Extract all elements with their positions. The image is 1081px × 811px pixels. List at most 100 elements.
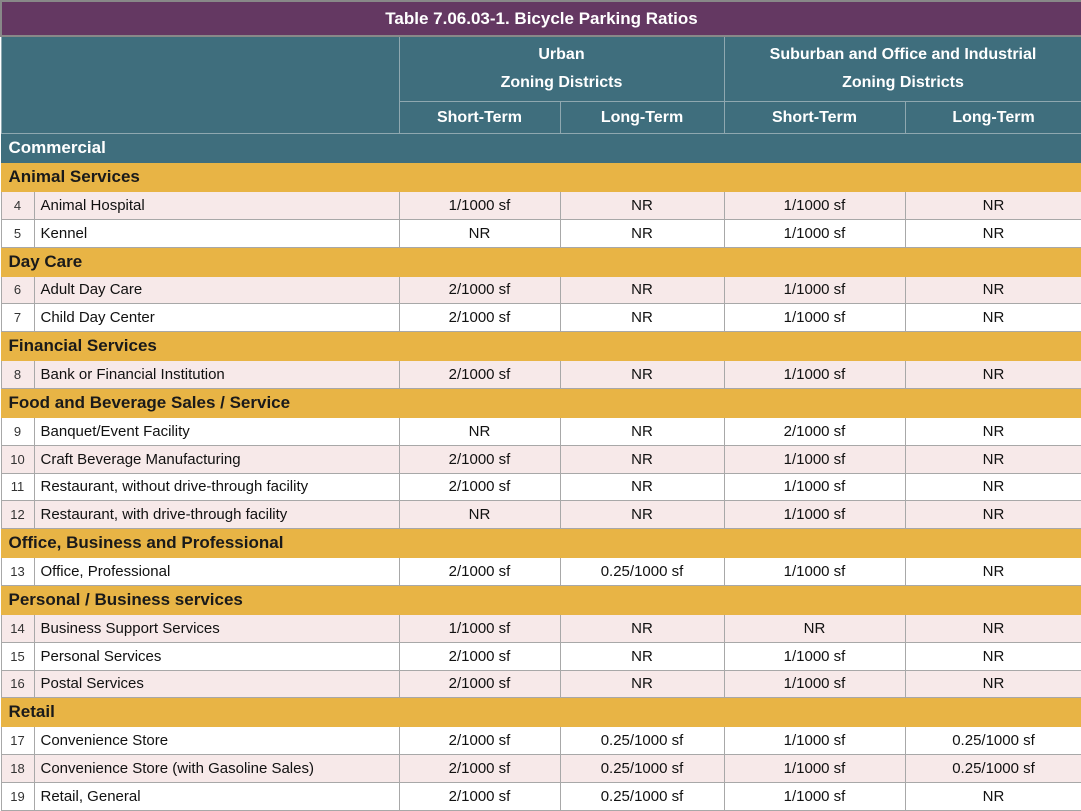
row-number: 11 [0,472,35,502]
ratio-cell: NR [904,303,1081,333]
category-header: Retail [0,697,1081,728]
table-title: Table 7.06.03-1. Bicycle Parking Ratios [0,0,1081,37]
use-name: Kennel [33,218,400,248]
group-header-urban: Urban Zoning Districts [398,35,725,102]
ratio-cell: 1/1000 sf [723,754,906,783]
table-row: 7 Child Day Center 2/1000 sf NR 1/1000 sf NR [0,303,1081,333]
table-row: 13 Office, Professional 2/1000 sf 0.25/100… [0,557,1081,586]
subheader-short-term: Short-Term [723,101,906,134]
use-name: Personal Services [33,641,400,671]
table-row: 18 Convenience Store (with Gasoline Sale… [0,754,1081,783]
table-row: 6 Adult Day Care 2/1000 sf NR 1/1000 sf NR [0,275,1081,305]
row-number: 18 [0,754,35,783]
ratio-cell: NR [559,416,725,446]
table-row: 17 Convenience Store 2/1000 sf 0.25/1000 s… [0,726,1081,756]
ratio-cell: NR [398,218,561,248]
ratio-cell: 1/1000 sf [723,275,906,305]
table-row: 19 Retail, General 2/1000 sf 0.25/1000 sf 1… [0,781,1081,811]
ratio-cell: NR [559,669,725,699]
ratio-cell: NR [559,444,725,474]
ratio-cell: NR [904,613,1081,643]
ratio-cell: 1/1000 sf [723,444,906,474]
category-header: Financial Services [0,331,1081,362]
ratio-cell: NR [904,191,1081,220]
ratio-cell: NR [904,275,1081,305]
ratio-cell: 1/1000 sf [398,191,561,220]
row-number: 16 [0,669,35,699]
ratio-cell: NR [559,472,725,502]
ratio-cell: NR [559,613,725,643]
ratio-cell: 2/1000 sf [723,416,906,446]
ratio-cell: 2/1000 sf [398,641,561,671]
ratio-cell: 2/1000 sf [398,754,561,783]
ratio-cell: 2/1000 sf [398,557,561,586]
row-number: 17 [0,726,35,756]
ratio-cell: NR [559,275,725,305]
ratio-cell: 1/1000 sf [723,360,906,389]
ratio-cell: 1/1000 sf [723,557,906,586]
table-row: 4 Animal Hospital 1/1000 sf NR 1/1000 sf NR [0,191,1081,220]
row-number: 5 [0,218,35,248]
ratio-cell: NR [904,669,1081,699]
use-name: Convenience Store (with Gasoline Sales) [33,754,400,783]
ratio-cell: NR [904,218,1081,248]
ratio-cell: 2/1000 sf [398,669,561,699]
category-header: Animal Services [0,162,1081,192]
ratio-cell: NR [904,641,1081,671]
ratio-cell: 2/1000 sf [398,303,561,333]
row-number: 4 [0,191,35,220]
ratio-cell: NR [559,641,725,671]
use-name: Office, Professional [33,557,400,586]
use-name: Craft Beverage Manufacturing [33,444,400,474]
subheader-long-term: Long-Term [904,101,1081,134]
table-row: 9 Banquet/Event Facility NR NR 2/1000 sf NR [0,416,1081,446]
use-name: Restaurant, with drive-through facility [33,500,400,530]
table-row: 14 Business Support Services 1/1000 sf NR N… [0,613,1081,643]
use-name: Retail, General [33,781,400,811]
row-number: 13 [0,557,35,586]
use-name: Adult Day Care [33,275,400,305]
ratio-cell: NR [559,191,725,220]
use-name: Child Day Center [33,303,400,333]
row-number: 19 [0,781,35,811]
row-number: 7 [0,303,35,333]
table-row: 10 Craft Beverage Manufacturing 2/1000 sf… [0,444,1081,474]
ratio-cell: 1/1000 sf [723,472,906,502]
row-number: 12 [0,500,35,530]
use-name: Restaurant, without drive-through facili… [33,472,400,502]
ratio-cell: NR [559,303,725,333]
use-name: Animal Hospital [33,191,400,220]
row-number: 15 [0,641,35,671]
ratio-cell: 2/1000 sf [398,275,561,305]
ratio-cell: NR [559,360,725,389]
ratio-cell: NR [904,444,1081,474]
ratio-cell: NR [904,500,1081,530]
ratio-cell: 1/1000 sf [723,669,906,699]
ratio-cell: NR [398,416,561,446]
row-number: 6 [0,275,35,305]
use-name: Postal Services [33,669,400,699]
use-name: Banquet/Event Facility [33,416,400,446]
category-header: Food and Beverage Sales / Service [0,387,1081,418]
row-number: 14 [0,613,35,643]
ratio-cell: 2/1000 sf [398,360,561,389]
ratio-cell: 1/1000 sf [723,781,906,811]
ratio-cell: NR [559,218,725,248]
ratio-cell: NR [904,557,1081,586]
category-header: Personal / Business services [0,584,1081,615]
ratio-cell: 0.25/1000 sf [559,557,725,586]
ratio-cell: 1/1000 sf [723,641,906,671]
ratio-cell: NR [904,781,1081,811]
ratio-cell: NR [904,472,1081,502]
row-number: 9 [0,416,35,446]
ratio-cell: 0.25/1000 sf [559,781,725,811]
ratio-cell: 2/1000 sf [398,472,561,502]
table-row: 8 Bank or Financial Institution 2/1000 sf… [0,360,1081,389]
ratio-cell: 1/1000 sf [723,726,906,756]
ratio-cell: 1/1000 sf [723,303,906,333]
category-header: Office, Business and Professional [0,528,1081,559]
ratio-cell: 2/1000 sf [398,444,561,474]
ratio-cell: NR [904,360,1081,389]
ratio-cell: 0.25/1000 sf [559,726,725,756]
table-row: 15 Personal Services 2/1000 sf NR 1/1000 sf… [0,641,1081,671]
